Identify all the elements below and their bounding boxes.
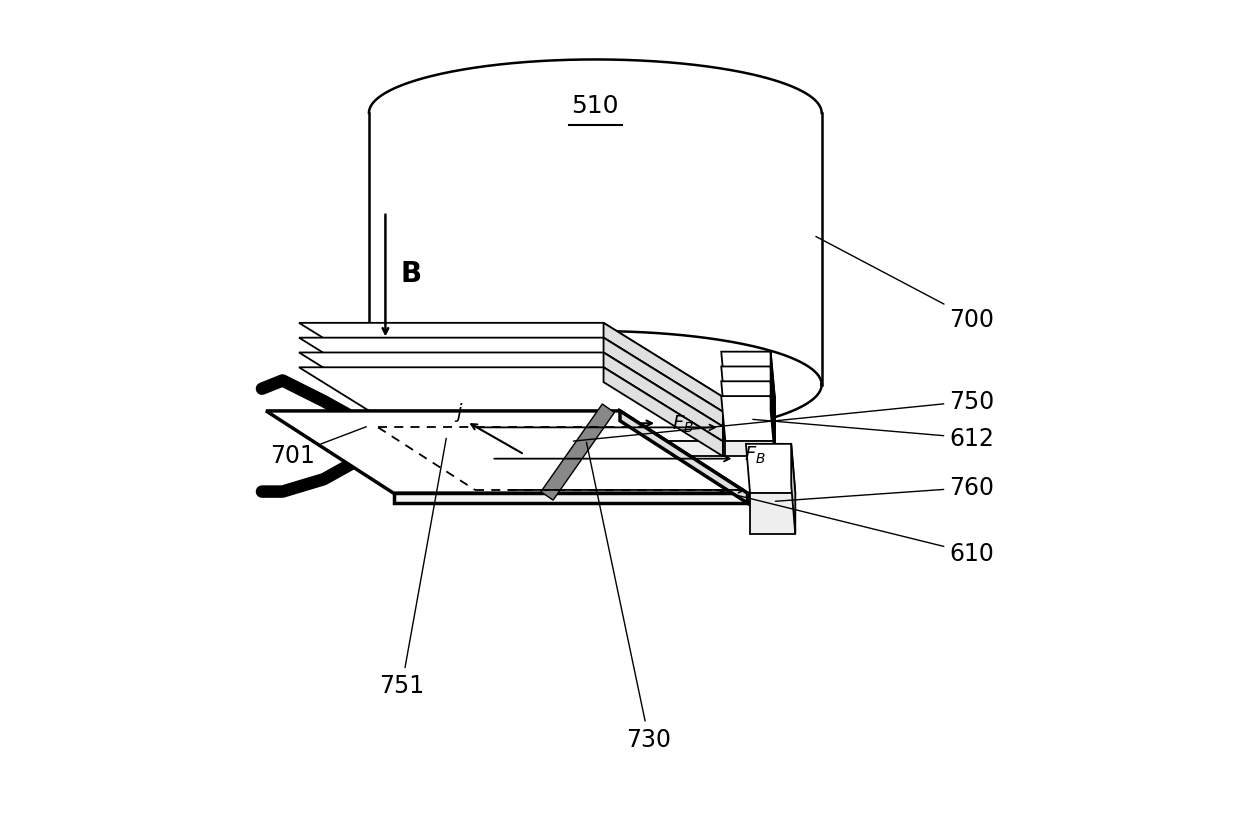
Polygon shape <box>791 444 795 535</box>
Polygon shape <box>722 352 775 397</box>
Polygon shape <box>418 412 723 427</box>
Polygon shape <box>604 339 723 427</box>
Text: 730: 730 <box>587 443 671 751</box>
Text: j: j <box>438 415 443 433</box>
Text: 610: 610 <box>715 490 994 566</box>
Polygon shape <box>604 353 723 442</box>
Polygon shape <box>770 396 775 456</box>
Polygon shape <box>770 382 775 442</box>
Polygon shape <box>620 411 748 503</box>
Polygon shape <box>746 444 795 493</box>
Polygon shape <box>722 382 775 427</box>
Text: 612: 612 <box>753 420 994 451</box>
Text: B: B <box>401 260 422 288</box>
Polygon shape <box>604 368 723 456</box>
Polygon shape <box>725 412 775 427</box>
Text: 700: 700 <box>816 237 994 331</box>
Polygon shape <box>267 411 748 493</box>
Text: 510: 510 <box>572 94 619 118</box>
Polygon shape <box>722 367 775 412</box>
Polygon shape <box>725 442 775 456</box>
Polygon shape <box>725 397 775 412</box>
Polygon shape <box>418 427 723 442</box>
Text: 751: 751 <box>379 439 446 697</box>
Polygon shape <box>299 324 723 397</box>
Polygon shape <box>299 368 723 442</box>
Polygon shape <box>418 442 723 456</box>
Polygon shape <box>725 427 775 442</box>
Polygon shape <box>750 493 795 535</box>
Polygon shape <box>370 332 822 439</box>
Polygon shape <box>299 353 723 427</box>
Text: $F_B$: $F_B$ <box>744 445 766 466</box>
Polygon shape <box>541 405 615 501</box>
Polygon shape <box>393 493 748 503</box>
Polygon shape <box>770 367 775 427</box>
Text: 760: 760 <box>775 476 994 502</box>
Polygon shape <box>370 60 822 114</box>
Polygon shape <box>299 339 723 412</box>
Polygon shape <box>604 324 723 412</box>
Polygon shape <box>418 397 723 412</box>
Text: j: j <box>456 403 461 421</box>
Polygon shape <box>770 352 775 412</box>
Text: $F_B$: $F_B$ <box>672 413 693 435</box>
Polygon shape <box>722 396 775 442</box>
Text: 750: 750 <box>573 390 994 441</box>
Text: 701: 701 <box>270 427 366 467</box>
Polygon shape <box>370 114 822 385</box>
